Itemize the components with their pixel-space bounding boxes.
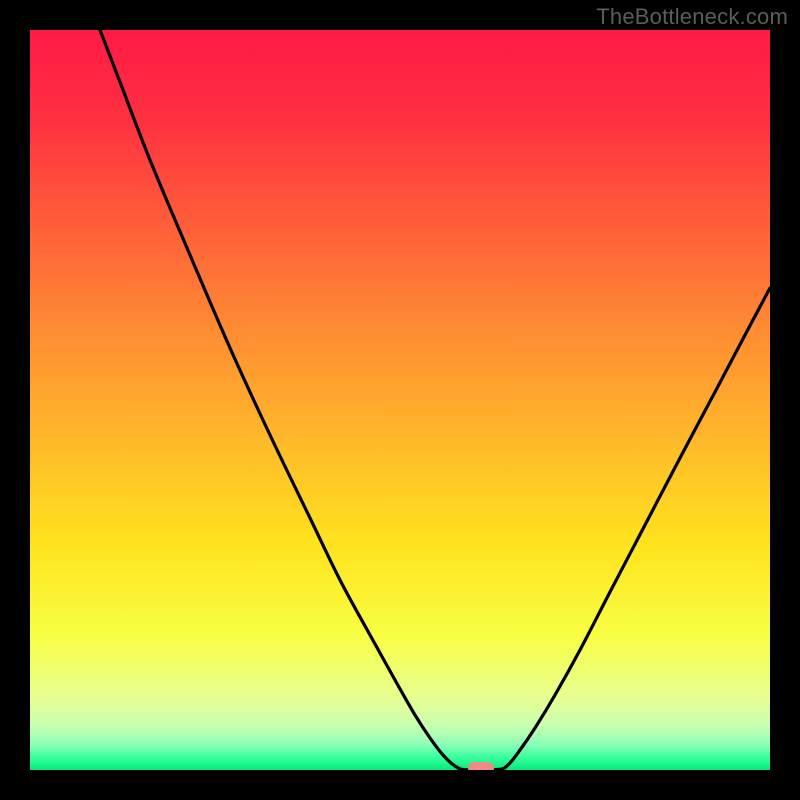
watermark-label: TheBottleneck.com xyxy=(596,4,788,30)
optimal-point-marker xyxy=(468,762,494,770)
chart-container: TheBottleneck.com xyxy=(0,0,800,800)
plot-area xyxy=(30,30,770,770)
bottleneck-curve xyxy=(30,30,770,770)
